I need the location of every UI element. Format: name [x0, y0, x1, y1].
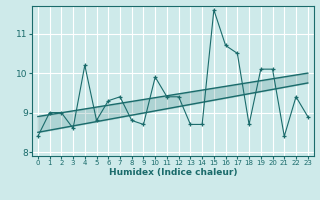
X-axis label: Humidex (Indice chaleur): Humidex (Indice chaleur) [108, 168, 237, 177]
